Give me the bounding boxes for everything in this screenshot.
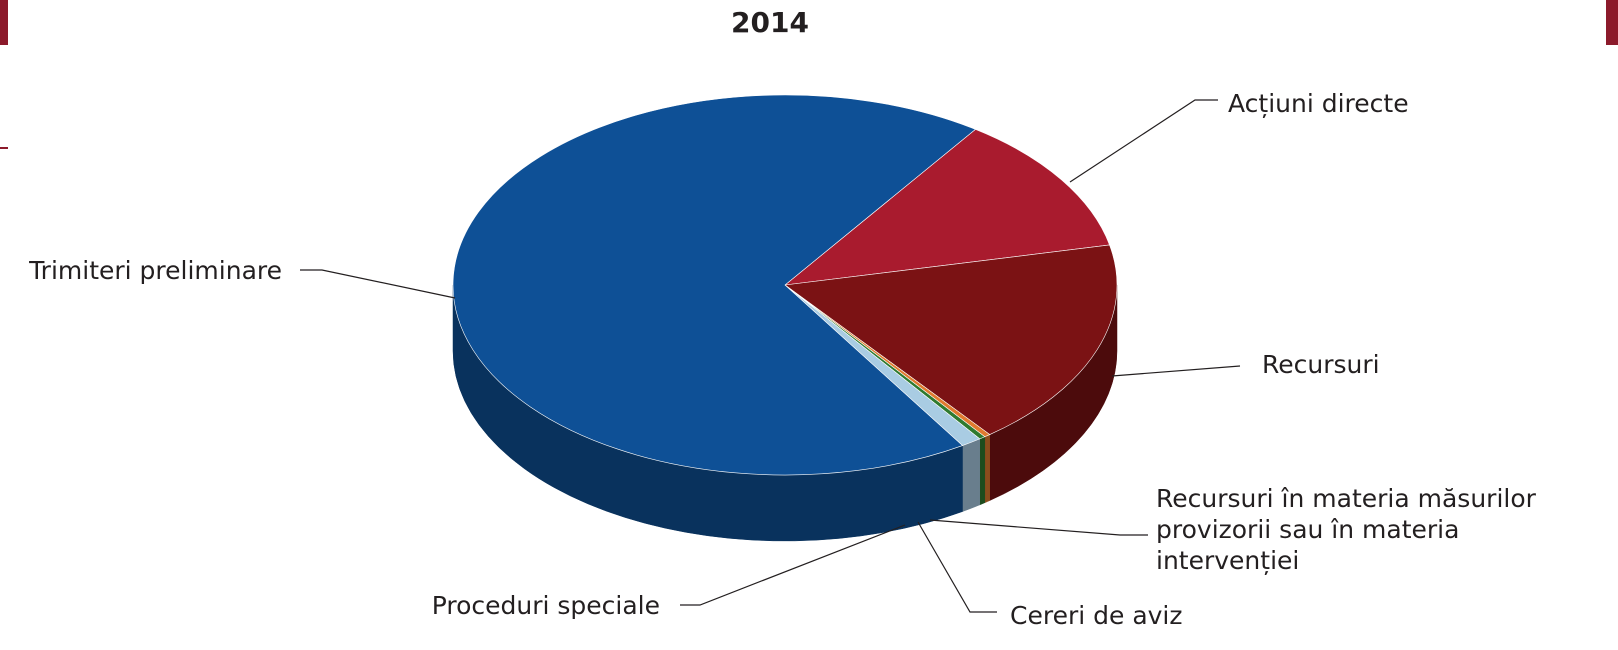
slice <box>784 129 1110 286</box>
slice-label: Acțiuni directe <box>1228 89 1409 118</box>
leader-line <box>1111 365 1241 377</box>
slice-label: Trimiteri preliminare <box>28 256 282 285</box>
chart-title: 2014 <box>731 6 809 39</box>
slice-label: Recursuri în materia măsurilor provizori… <box>1156 484 1536 575</box>
slice-side <box>984 434 991 504</box>
slice-side <box>962 438 981 512</box>
slice-label: Recursuri <box>1262 350 1380 379</box>
slice-label: Cereri de aviz <box>1010 601 1183 630</box>
leader-line <box>917 521 997 613</box>
slice-label: Proceduri speciale <box>432 591 660 620</box>
slice <box>784 244 1118 435</box>
corner-decoration <box>0 0 8 45</box>
leader-line <box>680 524 906 606</box>
slice <box>452 94 977 476</box>
slice-side <box>979 436 986 506</box>
corner-decoration <box>1606 0 1618 45</box>
leader-line <box>300 269 456 299</box>
leader-line <box>929 519 1148 536</box>
leader-line <box>1069 99 1218 183</box>
